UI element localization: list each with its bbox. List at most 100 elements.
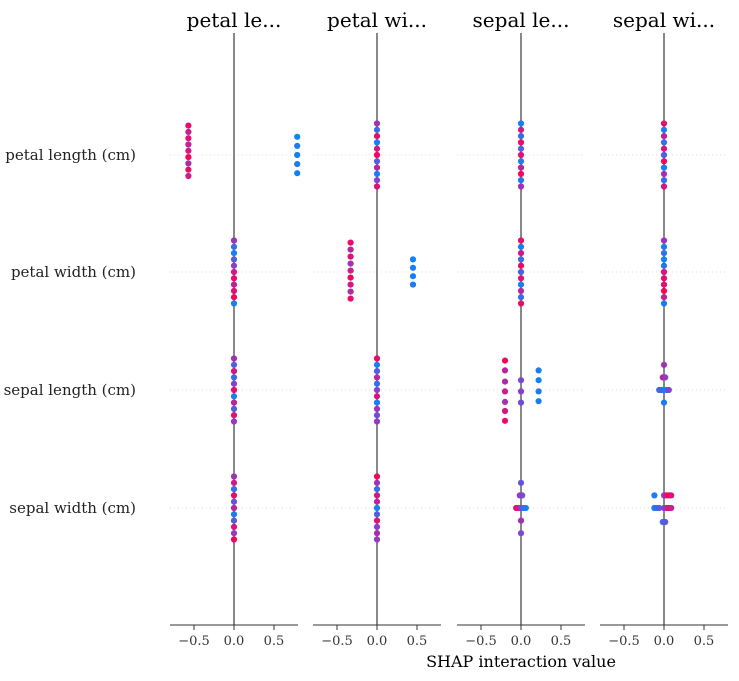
data-point — [535, 367, 542, 374]
data-point — [230, 243, 238, 250]
data-point — [517, 275, 525, 282]
data-point — [517, 158, 525, 165]
data-point — [230, 504, 238, 512]
x-tick-label: −0.5 — [608, 634, 640, 649]
data-point — [517, 133, 525, 140]
data-point — [373, 386, 381, 394]
data-point — [373, 151, 381, 159]
data-point — [347, 239, 354, 246]
data-point — [517, 120, 525, 127]
row-label: petal width (cm) — [11, 263, 136, 281]
data-point — [230, 237, 238, 244]
row-labels: petal length (cm) petal width (cm) sepal l… — [4, 146, 136, 517]
data-point — [501, 407, 509, 415]
data-point — [230, 250, 238, 257]
data-point — [230, 287, 238, 294]
data-point — [373, 374, 381, 381]
data-point — [230, 268, 238, 276]
data-point — [373, 368, 381, 375]
data-point — [230, 300, 238, 307]
data-point — [230, 275, 238, 282]
row-label: petal length (cm) — [5, 146, 136, 164]
data-point — [517, 139, 525, 146]
data-point — [373, 139, 381, 146]
data-point — [660, 126, 668, 133]
data-point — [517, 287, 525, 294]
x-axis-title: SHAP interaction value — [426, 652, 616, 671]
data-point — [373, 393, 381, 400]
data-point — [373, 183, 381, 190]
panel-titles: petal le... petal wi... sepal le... sepal w… — [187, 8, 715, 32]
data-point — [660, 287, 668, 294]
data-point — [501, 357, 509, 364]
data-point — [347, 253, 354, 260]
data-point — [409, 281, 417, 288]
data-point — [535, 398, 542, 405]
data-point — [185, 135, 192, 142]
data-point — [660, 399, 668, 406]
data-point — [347, 281, 354, 288]
data-point — [517, 183, 525, 190]
data-point — [294, 161, 301, 168]
x-tick-label: 0.5 — [694, 634, 715, 649]
x-tick-label: −0.5 — [321, 634, 353, 649]
data-point — [662, 374, 669, 381]
data-point — [517, 479, 525, 486]
data-point — [373, 473, 381, 480]
data-point — [230, 380, 238, 387]
data-point — [230, 530, 238, 537]
data-point — [185, 154, 192, 161]
panel-title: petal wi... — [327, 8, 427, 32]
data-point — [501, 388, 509, 395]
data-point — [660, 256, 668, 263]
data-point — [517, 126, 525, 133]
data-point — [230, 498, 238, 505]
data-point — [373, 418, 381, 425]
data-point — [230, 517, 238, 524]
data-point — [347, 246, 354, 253]
data-point — [373, 177, 381, 184]
data-point — [294, 142, 301, 149]
data-point — [660, 361, 668, 368]
data-point — [373, 498, 381, 505]
x-tick-label: −0.5 — [178, 634, 210, 649]
data-point — [294, 133, 301, 140]
data-point — [535, 388, 542, 395]
data-point — [660, 133, 668, 140]
data-point — [517, 281, 525, 288]
data-point — [660, 268, 668, 276]
data-point — [230, 361, 238, 368]
data-point — [347, 260, 354, 267]
data-point — [660, 120, 668, 127]
x-tick-label: 0.5 — [264, 634, 285, 649]
data-point — [373, 399, 381, 406]
data-point — [373, 405, 381, 412]
data-point — [230, 511, 238, 518]
data-point — [517, 237, 525, 244]
data-point — [517, 294, 525, 301]
data-point — [501, 367, 509, 374]
data-point — [668, 492, 675, 499]
data-point — [517, 300, 525, 307]
panel-title: sepal wi... — [613, 8, 715, 32]
data-point — [230, 386, 238, 394]
data-point — [185, 122, 192, 129]
data-point — [501, 398, 509, 405]
data-point — [409, 264, 417, 271]
data-point — [517, 250, 525, 257]
data-point — [517, 170, 525, 177]
data-point — [373, 158, 381, 165]
data-point — [660, 158, 668, 165]
data-point — [185, 128, 192, 135]
panel-title: sepal le... — [473, 8, 570, 32]
data-point — [517, 243, 525, 250]
data-point — [373, 355, 381, 362]
data-point — [517, 164, 525, 171]
data-point — [656, 504, 663, 512]
data-point — [409, 273, 417, 280]
data-point — [660, 183, 668, 190]
data-point — [660, 275, 668, 282]
data-point — [230, 399, 238, 406]
data-point — [373, 479, 381, 486]
